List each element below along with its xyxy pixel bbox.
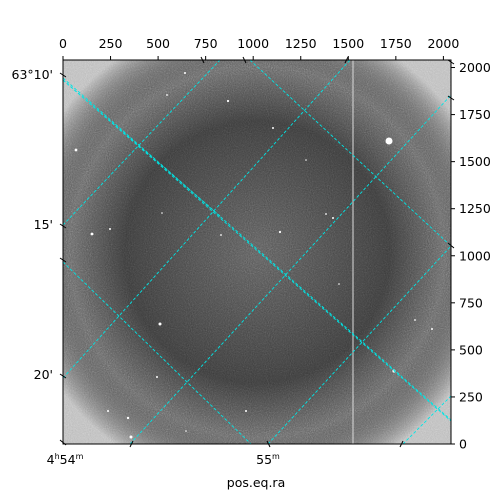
star — [414, 319, 416, 321]
right-axis-tick-label: 500 — [459, 342, 483, 357]
star — [325, 213, 327, 215]
star — [126, 416, 130, 420]
top-axis-tick-label: 500 — [146, 36, 170, 51]
right-axis-tick-label: 1500 — [459, 154, 491, 169]
right-pixel-axis: 0 250 500 750 1000 1250 1500 1750 2000 — [451, 60, 491, 452]
dec-tick-label-3: 20' — [34, 367, 53, 382]
star — [161, 212, 163, 214]
grid-line — [129, 94, 451, 444]
star — [245, 410, 247, 412]
top-axis-tick-label: 250 — [99, 36, 123, 51]
grid-line — [402, 395, 451, 444]
grid-line — [63, 60, 351, 379]
star — [431, 328, 433, 330]
top-axis-tick-label: 1750 — [380, 36, 412, 51]
star — [305, 159, 307, 161]
ra-tick-label-1: 4h54m — [47, 452, 84, 467]
top-axis-tick-label: 0 — [59, 36, 67, 51]
star — [338, 283, 340, 285]
top-axis-tick-label: 1500 — [332, 36, 364, 51]
right-axis-tick-label: 1750 — [459, 107, 491, 122]
star — [158, 322, 162, 326]
x-axis-label: pos.eq.ra — [227, 475, 285, 490]
right-axis-tick-label: 750 — [459, 295, 483, 310]
top-axis-tick-label: 2000 — [427, 36, 459, 51]
star — [220, 234, 222, 236]
right-axis-tick-label: 1000 — [459, 248, 491, 263]
grid-line — [63, 77, 451, 421]
star — [74, 148, 78, 152]
grid-line — [63, 60, 221, 226]
star — [185, 430, 187, 432]
top-axis-tick-label: 1250 — [285, 36, 317, 51]
ra-tick-label-2: 55m — [256, 452, 280, 467]
star — [107, 410, 109, 412]
top-axis-tick-label: 750 — [194, 36, 218, 51]
star — [226, 99, 230, 103]
top-axis-tick-label: 1000 — [237, 36, 269, 51]
star — [385, 137, 393, 145]
plot-frame — [62, 59, 452, 445]
star — [184, 72, 186, 74]
right-axis-tick-label: 1250 — [459, 201, 491, 216]
grid-line — [63, 79, 451, 422]
star — [272, 127, 274, 129]
top-pixel-axis: 0 250 500 750 1000 1250 1500 1750 2000 — [59, 36, 459, 60]
grid-line — [249, 60, 451, 247]
wcs-tick-marks — [59, 56, 455, 448]
coordinate-grid — [63, 60, 451, 444]
star — [129, 435, 133, 439]
star — [166, 94, 168, 96]
right-axis-tick-label: 0 — [459, 437, 467, 452]
dec-tick-label-2: 15' — [34, 217, 53, 232]
dec-tick-label-1: 63°10' — [12, 67, 54, 82]
grid-line — [63, 261, 252, 444]
star — [109, 228, 111, 230]
sky-image — [63, 60, 451, 444]
right-axis-tick-label: 250 — [459, 389, 483, 404]
star — [156, 376, 158, 378]
right-axis-tick-label: 2000 — [459, 60, 491, 75]
star — [278, 230, 282, 234]
star — [90, 232, 94, 236]
star — [332, 217, 334, 219]
